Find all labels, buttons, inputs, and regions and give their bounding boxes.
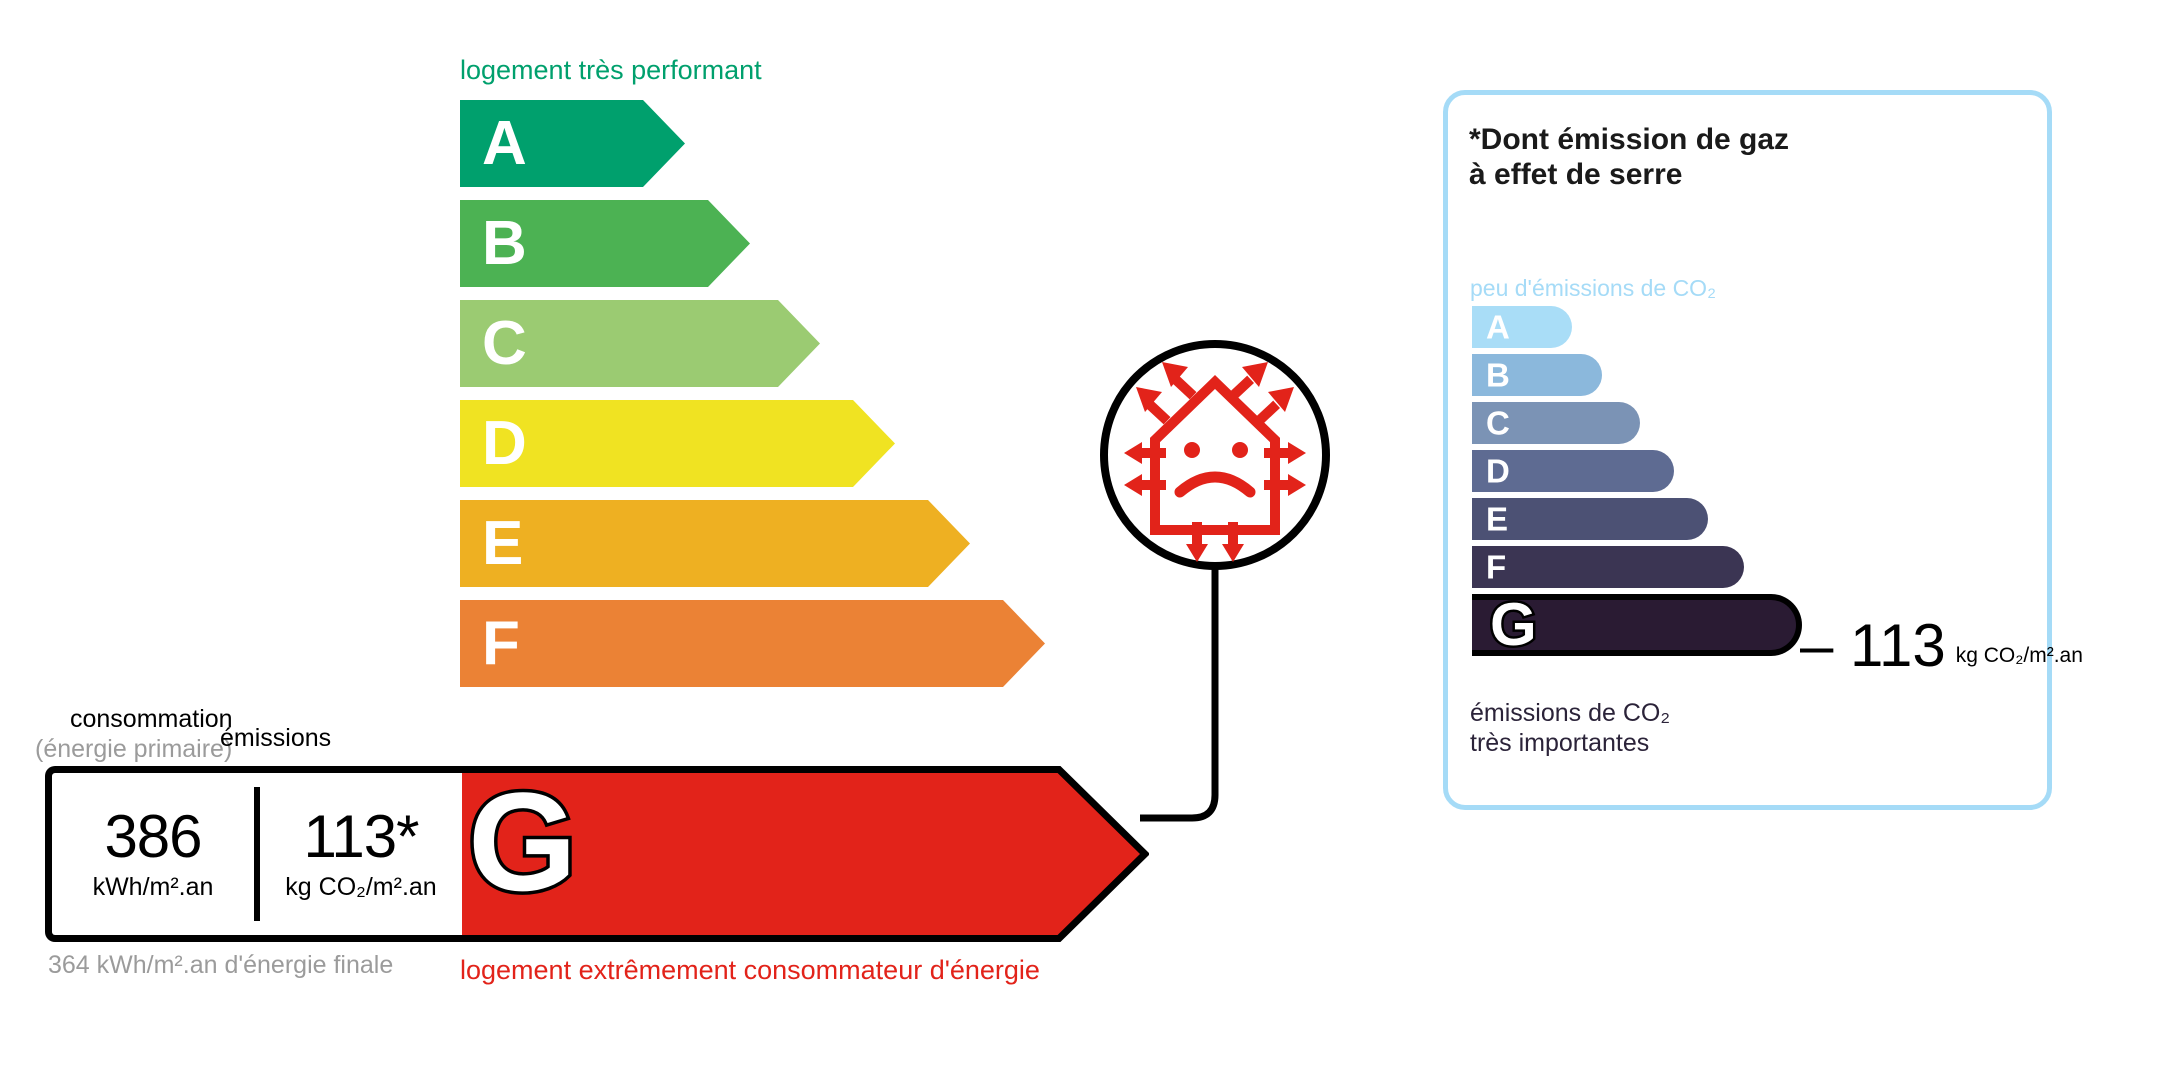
scale-row-d: D <box>460 400 1045 487</box>
ges-bars: A B C D E F G <box>1472 306 1802 662</box>
scale-arrow-f: F <box>460 600 1045 687</box>
sad-house-icon <box>1124 362 1306 562</box>
scale-row-f: F <box>460 600 1045 687</box>
ges-value-group: – 113 kg CO₂/m².an <box>1800 616 2083 676</box>
scale-arrow-d: D <box>460 400 1045 487</box>
ges-letter-g: G <box>1488 591 1540 658</box>
scale-arrow-c: C <box>460 300 1045 387</box>
scale-row-e: E <box>460 500 1045 587</box>
primary-energy-value: 386 <box>104 802 202 870</box>
scale-letter-b: B <box>482 208 527 278</box>
ges-bar-f: F <box>1472 546 1744 588</box>
label-energie-primaire: (énergie primaire) <box>35 735 233 763</box>
ges-bar-c: C <box>1472 402 1640 444</box>
ges-bar-e: E <box>1472 498 1708 540</box>
ges-bar-b: B <box>1472 354 1602 396</box>
ges-value-number: – 113 <box>1800 612 1946 679</box>
primary-energy-cell: 386 kWh/m².an <box>52 773 254 935</box>
emissions-value: 113* <box>303 802 419 870</box>
connector-line <box>1140 550 1219 822</box>
label-consommation: consommation <box>70 705 233 733</box>
scale-letter-g: G <box>465 763 581 920</box>
scale-letter-d: D <box>482 408 527 478</box>
emissions-cell: 113* kg CO₂/m².an <box>254 787 462 921</box>
final-energy-note: 364 kWh/m².an d'énergie finale <box>48 951 394 979</box>
ges-panel-title: *Dont émission de gaz à effet de serre <box>1469 123 1790 192</box>
scale-letter-a: A <box>482 108 527 178</box>
ges-letter-e: E <box>1486 500 1509 538</box>
scale-row-c: C <box>460 300 1045 387</box>
scale-top-caption: logement très performant <box>460 55 762 85</box>
scale-letter-f: F <box>482 608 520 678</box>
ges-bar-a: A <box>1472 306 1572 348</box>
ges-letter-a: A <box>1486 308 1510 346</box>
scale-row-a: A <box>460 100 1045 187</box>
emissions-unit: kg CO₂/m².an <box>285 872 437 901</box>
ges-letter-f: F <box>1486 548 1507 586</box>
scale-row-b: B <box>460 200 1045 287</box>
scale-letter-c: C <box>482 308 527 378</box>
scale-arrow-a: A <box>460 100 1045 187</box>
ges-value-unit: kg CO₂/m².an <box>1955 644 2083 667</box>
scale-arrow-b: B <box>460 200 1045 287</box>
energy-scale-bars: A B C D <box>460 100 1045 700</box>
values-box: 386 kWh/m².an 113* kg CO₂/m².an <box>45 766 462 942</box>
ges-bottom-caption: émissions de CO₂ très importantes <box>1470 699 1671 757</box>
ges-letter-c: C <box>1486 404 1510 442</box>
ges-bar-d: D <box>1472 450 1674 492</box>
scale-letter-e: E <box>482 508 524 578</box>
ges-bar-g-current: G <box>1472 591 1802 658</box>
primary-energy-unit: kWh/m².an <box>92 872 214 901</box>
ges-top-caption: peu d'émissions de CO₂ <box>1470 275 1716 301</box>
scale-arrow-e: E <box>460 500 1045 587</box>
smiley-connector-group <box>1100 340 1330 822</box>
ges-letter-d: D <box>1486 452 1510 490</box>
scale-bottom-caption: logement extrêmement consommateur d'éner… <box>460 955 1040 985</box>
ges-letter-b: B <box>1486 356 1510 394</box>
label-emissions: émissions <box>220 724 332 752</box>
